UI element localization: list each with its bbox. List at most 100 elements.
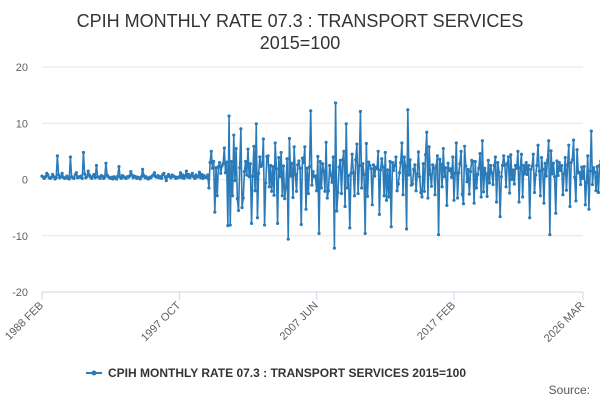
data-point[interactable] bbox=[254, 122, 258, 126]
data-point[interactable] bbox=[584, 180, 589, 184]
data-point[interactable] bbox=[490, 171, 494, 175]
data-point[interactable] bbox=[463, 144, 467, 148]
data-point[interactable] bbox=[240, 206, 244, 210]
data-point[interactable] bbox=[410, 182, 415, 186]
data-point[interactable] bbox=[368, 163, 372, 168]
data-point[interactable] bbox=[577, 170, 582, 174]
data-point[interactable] bbox=[98, 176, 102, 180]
data-point[interactable] bbox=[291, 195, 295, 200]
data-point[interactable] bbox=[440, 185, 444, 189]
data-point[interactable] bbox=[80, 176, 84, 180]
data-point[interactable] bbox=[141, 167, 145, 171]
data-point[interactable] bbox=[371, 163, 376, 167]
data-point[interactable] bbox=[438, 157, 442, 161]
data-point[interactable] bbox=[506, 155, 511, 159]
data-point[interactable] bbox=[285, 157, 289, 161]
data-point[interactable] bbox=[337, 165, 341, 169]
data-point[interactable] bbox=[248, 162, 252, 166]
data-point[interactable] bbox=[550, 172, 554, 176]
data-point[interactable] bbox=[85, 175, 89, 179]
data-point[interactable] bbox=[547, 139, 551, 143]
data-point[interactable] bbox=[270, 189, 274, 193]
data-point[interactable] bbox=[56, 173, 61, 177]
data-point[interactable] bbox=[391, 168, 396, 173]
data-point[interactable] bbox=[429, 184, 434, 188]
data-point[interactable] bbox=[530, 164, 534, 168]
data-point[interactable] bbox=[399, 161, 403, 165]
data-point[interactable] bbox=[566, 163, 570, 167]
data-point[interactable] bbox=[412, 167, 416, 171]
data-point[interactable] bbox=[246, 147, 250, 151]
data-point[interactable] bbox=[581, 176, 585, 180]
data-point[interactable] bbox=[364, 141, 368, 146]
data-point[interactable] bbox=[310, 183, 314, 187]
data-point[interactable] bbox=[152, 171, 157, 175]
data-point[interactable] bbox=[545, 158, 550, 162]
data-point[interactable] bbox=[582, 164, 586, 169]
data-point[interactable] bbox=[434, 164, 438, 168]
data-point[interactable] bbox=[190, 171, 194, 175]
data-point[interactable] bbox=[289, 174, 293, 178]
data-point[interactable] bbox=[339, 191, 344, 196]
data-point[interactable] bbox=[498, 215, 502, 219]
data-point[interactable] bbox=[299, 222, 303, 227]
data-point[interactable] bbox=[579, 182, 583, 187]
data-point[interactable] bbox=[394, 155, 398, 159]
data-point[interactable] bbox=[455, 196, 460, 200]
data-point[interactable] bbox=[518, 166, 522, 170]
data-point[interactable] bbox=[497, 170, 501, 174]
data-point[interactable] bbox=[130, 173, 134, 177]
data-point[interactable] bbox=[535, 163, 539, 168]
data-point[interactable] bbox=[331, 155, 335, 159]
data-point[interactable] bbox=[425, 130, 429, 134]
data-point[interactable] bbox=[365, 194, 370, 198]
data-point[interactable] bbox=[552, 175, 557, 179]
data-point[interactable] bbox=[426, 196, 430, 200]
legend[interactable]: CPIH MONTHLY RATE 07.3 : TRANSPORT SERVI… bbox=[86, 366, 466, 380]
data-point[interactable] bbox=[257, 171, 261, 175]
data-point[interactable] bbox=[183, 174, 187, 178]
data-point[interactable] bbox=[114, 177, 119, 181]
data-point[interactable] bbox=[313, 174, 318, 178]
data-point[interactable] bbox=[162, 171, 166, 175]
data-point[interactable] bbox=[258, 155, 262, 159]
data-point[interactable] bbox=[68, 155, 73, 159]
data-point[interactable] bbox=[451, 155, 455, 159]
data-point[interactable] bbox=[395, 189, 399, 193]
data-point[interactable] bbox=[388, 159, 392, 164]
data-point[interactable] bbox=[293, 172, 297, 177]
data-point[interactable] bbox=[496, 161, 500, 165]
data-point[interactable] bbox=[348, 226, 352, 230]
data-point[interactable] bbox=[129, 170, 133, 174]
data-point[interactable] bbox=[355, 142, 359, 146]
data-point[interactable] bbox=[361, 162, 365, 166]
data-point[interactable] bbox=[537, 169, 541, 173]
data-point[interactable] bbox=[319, 186, 323, 190]
data-point[interactable] bbox=[286, 237, 290, 241]
data-point[interactable] bbox=[290, 161, 294, 165]
data-point[interactable] bbox=[67, 177, 71, 181]
data-point[interactable] bbox=[491, 182, 495, 187]
data-point[interactable] bbox=[307, 164, 312, 169]
data-point[interactable] bbox=[347, 173, 351, 178]
data-point[interactable] bbox=[402, 155, 406, 159]
data-point[interactable] bbox=[564, 188, 569, 192]
data-point[interactable] bbox=[560, 163, 564, 168]
data-point[interactable] bbox=[304, 207, 308, 211]
data-point[interactable] bbox=[119, 176, 123, 180]
data-point[interactable] bbox=[221, 162, 225, 166]
data-point[interactable] bbox=[464, 164, 468, 168]
data-point[interactable] bbox=[354, 158, 358, 162]
data-point[interactable] bbox=[551, 161, 556, 165]
data-point[interactable] bbox=[94, 163, 99, 168]
data-point[interactable] bbox=[492, 163, 496, 168]
data-point[interactable] bbox=[232, 133, 236, 137]
data-point[interactable] bbox=[416, 150, 421, 154]
data-point[interactable] bbox=[208, 161, 212, 165]
data-point[interactable] bbox=[573, 175, 577, 179]
data-point[interactable] bbox=[504, 185, 508, 189]
data-point[interactable] bbox=[489, 163, 493, 168]
data-point[interactable] bbox=[458, 162, 462, 166]
data-point[interactable] bbox=[300, 156, 305, 160]
data-point[interactable] bbox=[264, 181, 268, 185]
